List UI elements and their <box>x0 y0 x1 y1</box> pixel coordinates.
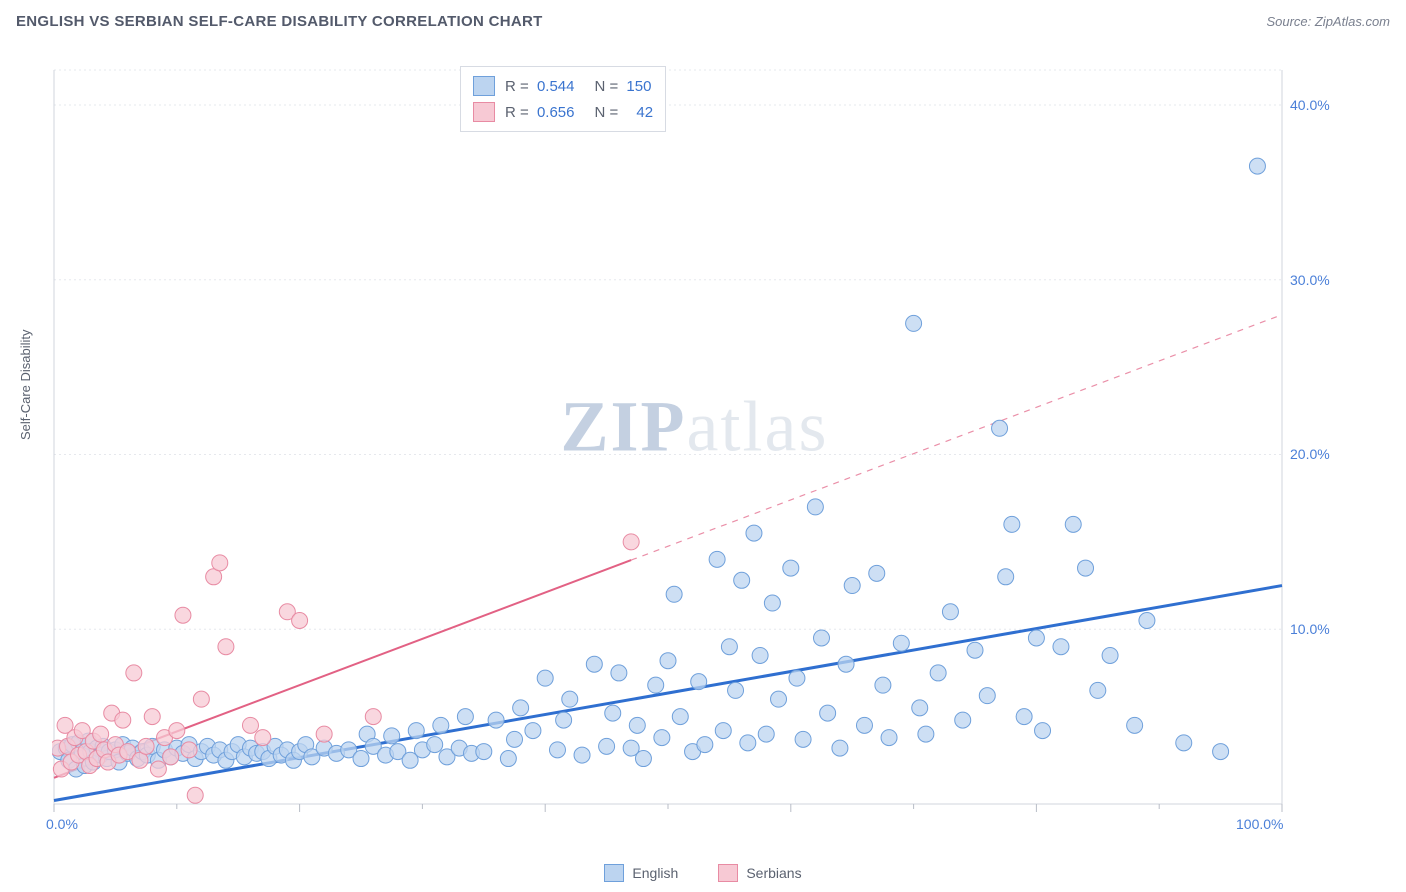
swatch-english <box>473 76 495 96</box>
legend-label-serbians: Serbians <box>746 865 801 881</box>
swatch-serbians <box>473 102 495 122</box>
n-stat-english: N = 150 <box>594 78 651 95</box>
swatch-english-icon <box>604 864 624 882</box>
y-tick-label: 20.0% <box>1290 446 1330 462</box>
r-stat-english: R = 0.544 <box>505 78 574 95</box>
y-axis-label: Self-Care Disability <box>18 329 33 440</box>
chart-title: ENGLISH VS SERBIAN SELF-CARE DISABILITY … <box>16 13 543 30</box>
chart-svg <box>52 62 1337 822</box>
y-tick-label: 30.0% <box>1290 272 1330 288</box>
x-tick-label: 0.0% <box>46 816 78 832</box>
y-tick-label: 40.0% <box>1290 97 1330 113</box>
source-attribution: Source: ZipAtlas.com <box>1266 14 1390 29</box>
legend-row-serbians: R = 0.656 N = 42 <box>473 99 653 125</box>
legend-row-english: R = 0.544 N = 150 <box>473 73 653 99</box>
legend-series: English Serbians <box>0 864 1406 882</box>
chart-header: ENGLISH VS SERBIAN SELF-CARE DISABILITY … <box>0 0 1406 42</box>
legend-correlation: R = 0.544 N = 150 R = 0.656 N = 42 <box>460 66 666 132</box>
x-tick-label: 100.0% <box>1236 816 1283 832</box>
y-tick-label: 10.0% <box>1290 621 1330 637</box>
r-stat-serbians: R = 0.656 <box>505 104 574 121</box>
swatch-serbians-icon <box>718 864 738 882</box>
legend-item-english: English <box>604 864 678 882</box>
legend-label-english: English <box>632 865 678 881</box>
scatter-plot: ZIPatlas 10.0%20.0%30.0%40.0%0.0%100.0% <box>52 62 1337 822</box>
n-stat-serbians: N = 42 <box>594 104 653 121</box>
legend-item-serbians: Serbians <box>718 864 801 882</box>
